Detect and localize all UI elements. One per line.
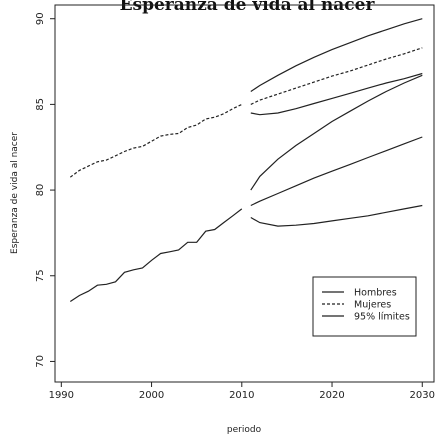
- plot-frame: [54, 4, 435, 383]
- y-tick-label-70: 70: [35, 355, 46, 368]
- x-tick-label-2020: 2020: [319, 390, 344, 401]
- x-tick-label-2000: 2000: [139, 390, 164, 401]
- legend-label-1: Mujeres: [354, 300, 391, 311]
- x-tick-label-2030: 2030: [410, 390, 435, 401]
- axes: 1990 2000 2010 2020 2030 70 75 80 85 90: [35, 12, 435, 401]
- legend-label-2: 95% límites: [354, 312, 410, 323]
- y-tick-label-80: 80: [35, 184, 46, 197]
- series-group: [69, 18, 423, 303]
- y-axis-label: Esperanza de vida al nacer: [10, 132, 20, 254]
- chart-title: Esperanza de vida al nacer: [120, 0, 376, 15]
- series-hombres-upper-limit: [250, 74, 423, 191]
- series-mujeres-forecast: [250, 47, 423, 105]
- series-mujeres-historical: [69, 103, 243, 178]
- series-hombres-forecast: [250, 136, 423, 207]
- x-axis-label: periodo: [227, 425, 262, 435]
- x-tick-label-2010: 2010: [229, 390, 254, 401]
- legend-label-0: Hombres: [354, 288, 397, 299]
- series-hombres-historical: [69, 208, 243, 303]
- series-hombres-lower-limit: [250, 204, 423, 227]
- legend-box: [312, 276, 417, 337]
- x-tick-label-1990: 1990: [49, 390, 74, 401]
- y-tick-label-85: 85: [35, 98, 46, 111]
- y-tick-label-90: 90: [35, 12, 46, 25]
- series-mujeres-lower-limit: [250, 72, 423, 116]
- series-mujeres-upper-limit: [250, 18, 423, 92]
- y-tick-label-75: 75: [35, 269, 46, 282]
